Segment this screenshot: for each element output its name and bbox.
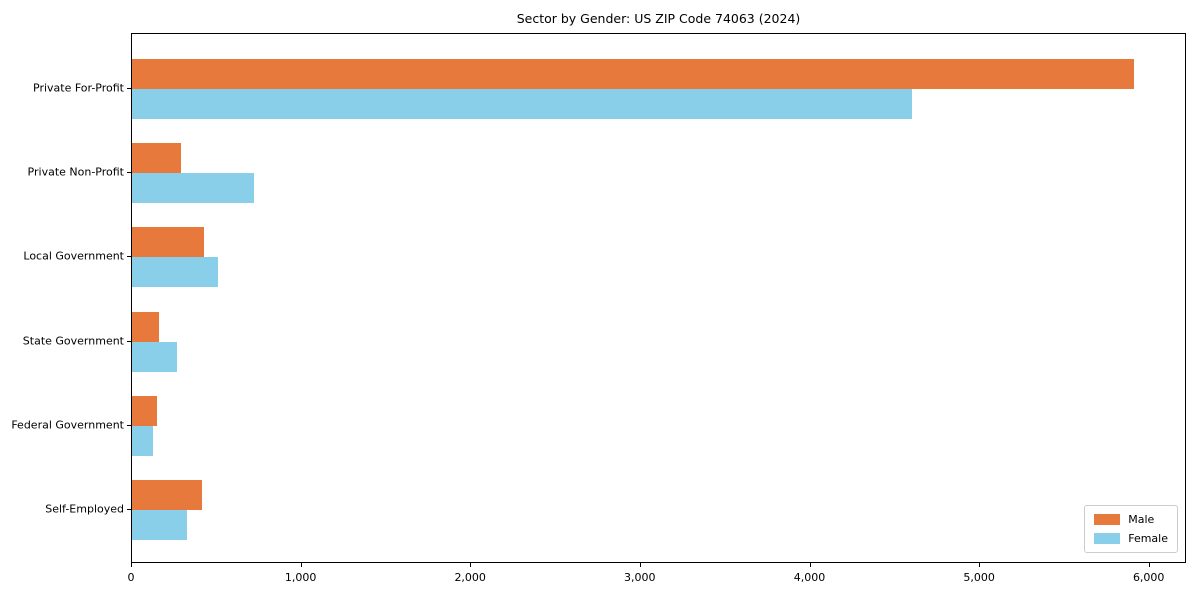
x-tick-label-5-000: 5,000 [963,571,995,584]
x-tick-label-4-000: 4,000 [793,571,826,584]
x-tick-mark [809,563,811,567]
x-tick-mark [639,563,641,567]
x-tick-mark [300,563,302,567]
y-tick-mark [127,424,131,426]
y-tick-label-self-employed: Self-Employed [45,502,124,516]
y-tick-mark [127,256,131,258]
x-tick-label-2-000: 2,000 [454,571,486,584]
y-tick-mark [127,88,131,89]
bar-female-local-government [132,257,218,288]
bar-female-self-employed [132,510,188,541]
plot-area: Male Female [131,33,1186,563]
y-tick-label-private-non-profit: Private Non-Profit [27,165,124,179]
bar-female-private-non-profit [132,173,255,204]
y-tick-label-state-government: State Government [22,334,124,348]
x-tick-label-1-000: 1,000 [284,571,317,584]
bar-female-federal-government [132,425,154,456]
y-tick-label-private-for-profit: Private For-Profit [33,81,124,95]
bar-male-local-government [132,227,205,258]
x-tick-mark [979,563,981,567]
legend: Male Female [1084,505,1178,553]
x-tick-mark [470,563,472,567]
y-tick-label-local-government: Local Government [23,249,124,263]
bar-male-state-government [132,311,160,342]
bar-male-private-non-profit [132,143,182,174]
bar-male-self-employed [132,480,202,511]
bar-female-state-government [132,341,177,372]
chart-title: Sector by Gender: US ZIP Code 74063 (202… [516,11,801,26]
legend-label-male: Male [1128,513,1155,526]
bar-male-private-for-profit [132,59,1135,89]
x-tick-mark [131,563,132,567]
legend-swatch-female [1094,533,1121,544]
bar-male-federal-government [132,395,157,426]
legend-item-male: Male [1094,513,1168,526]
legend-label-female: Female [1128,532,1168,545]
y-tick-mark [127,340,131,342]
x-tick-label-6-000: 6,000 [1132,571,1165,584]
y-tick-mark [127,172,131,174]
x-tick-label-3-000: 3,000 [624,571,656,584]
x-tick-mark [1148,563,1150,567]
y-tick-label-federal-government: Federal Government [11,418,124,432]
legend-swatch-male [1094,514,1121,525]
bar-female-private-for-profit [132,89,913,119]
legend-item-female: Female [1094,532,1168,545]
x-tick-label-0: 0 [127,571,135,584]
y-tick-mark [127,509,131,511]
